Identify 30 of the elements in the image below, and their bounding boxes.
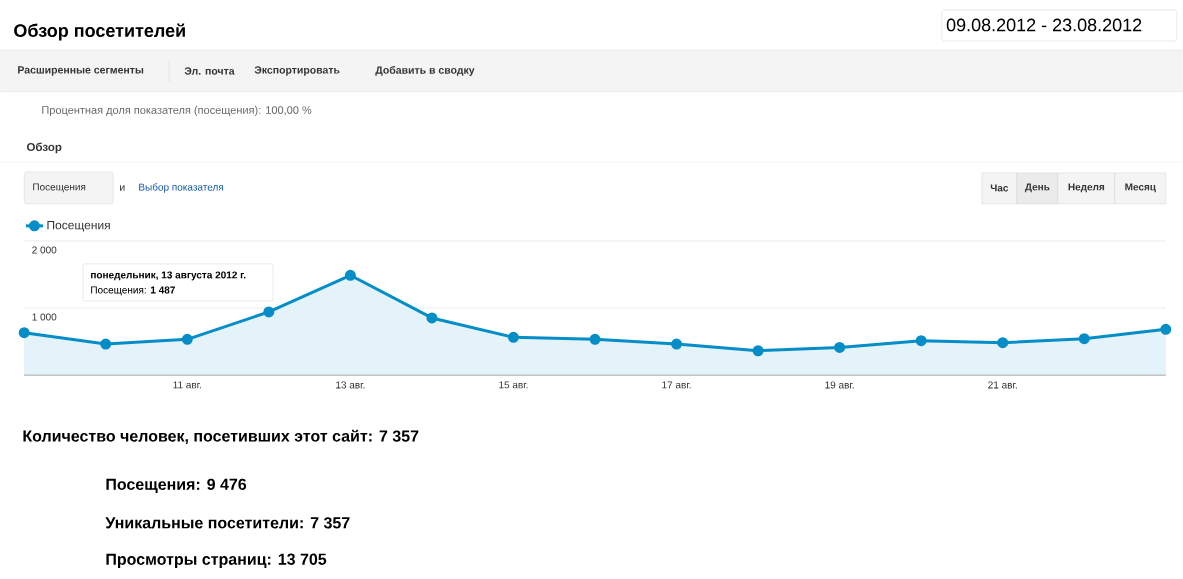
- text: Просмотры страниц: 13 705: [106, 553, 327, 569]
- text: 09.08.2012 - 23.08.2012: [946, 18, 1142, 32]
- text: Экспортировать: [254, 66, 340, 76]
- x-tick-label: 19 авг.: [825, 381, 854, 389]
- text: Выбор показателя: [139, 183, 224, 193]
- annotation: понедельник, 13 августа 2012 г.: [91, 271, 246, 281]
- y-tick-label: 2 000: [32, 246, 57, 254]
- text: Неделя: [1068, 183, 1105, 193]
- x-tick-label: 17 авг.: [662, 381, 691, 389]
- text: Расширенные сегменты: [18, 66, 144, 76]
- x-tick-label: 21 авг.: [988, 381, 1017, 389]
- text: Месяц: [1125, 183, 1156, 193]
- text: и: [120, 185, 125, 191]
- chart-title: Обзор посетителей: [14, 23, 185, 41]
- annotation: Посещения: 1 487: [91, 286, 175, 296]
- text: Посещения: 9 476: [106, 478, 247, 494]
- text: Час: [990, 184, 1009, 192]
- text: Количество человек, посетивших этот сайт: 7 357: [23, 429, 419, 445]
- legend-label: Посещения: [47, 221, 110, 232]
- text: Посещения: [33, 183, 86, 193]
- text: День: [1024, 183, 1050, 193]
- x-tick-label: 13 авг.: [336, 381, 365, 389]
- text: Эл. почта: [184, 67, 235, 75]
- text: Обзор: [26, 142, 62, 154]
- x-tick-label: 15 авг.: [499, 381, 528, 389]
- text: Процентная доля показателя (посещения): 100,00 %: [42, 105, 312, 117]
- text: Уникальные посетители: 7 357: [105, 517, 350, 529]
- text: Добавить в сводку: [375, 66, 475, 76]
- x-tick-label: 11 авг.: [173, 381, 201, 389]
- y-tick-label: 1 000: [32, 313, 57, 321]
